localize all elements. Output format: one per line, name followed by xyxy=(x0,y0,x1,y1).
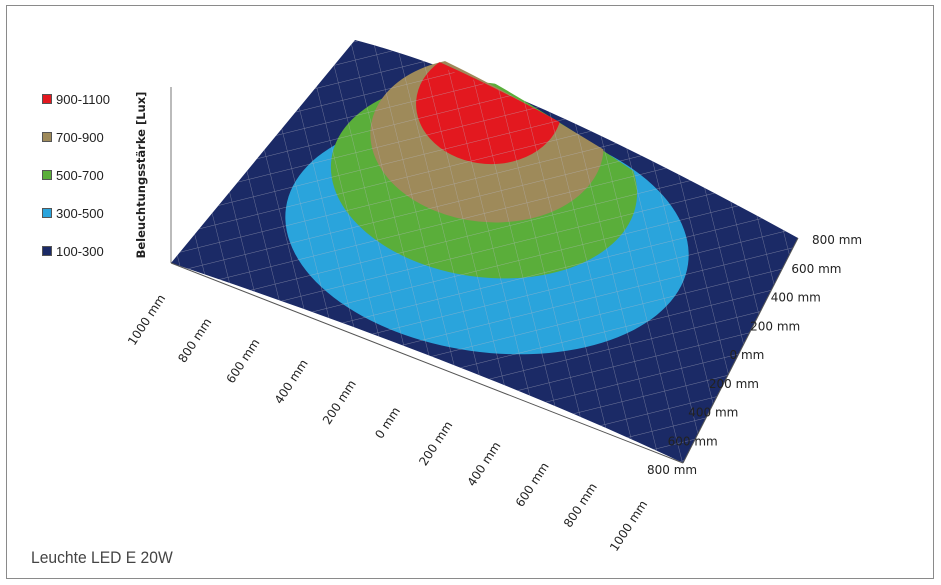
y-tick-label: 600 mm xyxy=(668,434,718,448)
legend-swatch xyxy=(42,94,52,104)
x-tick-label: 800 mm xyxy=(175,316,214,366)
legend-item: 500-700 xyxy=(42,167,110,183)
x-tick-label: 0 mm xyxy=(372,404,403,441)
y-tick-label: 400 mm xyxy=(688,406,738,420)
y-axis-line xyxy=(682,237,799,464)
y-tick-label: 400 mm xyxy=(771,291,821,305)
legend-item: 700-900 xyxy=(42,129,110,145)
x-tick-label: 200 mm xyxy=(416,419,455,469)
legend-item: 900-1100 xyxy=(42,91,110,107)
x-tick-label: 400 mm xyxy=(272,357,311,407)
legend-item: 300-500 xyxy=(42,205,110,221)
legend-label: 300-500 xyxy=(56,205,104,221)
y-tick-label: 600 mm xyxy=(791,262,841,276)
y-tick-label: 800 mm xyxy=(812,233,862,247)
legend-label: 500-700 xyxy=(56,167,104,183)
legend: 900-1100 700-900 500-700 300-500 100-300 xyxy=(42,92,110,282)
legend-label: 900-1100 xyxy=(56,91,110,107)
z-axis-label: Beleuchtungsstärke [Lux] xyxy=(134,91,148,259)
x-tick-label: 800 mm xyxy=(561,480,600,530)
y-tick-label: 0 mm xyxy=(730,348,765,362)
legend-swatch xyxy=(42,132,52,142)
x-tick-label: 1000 mm xyxy=(125,292,168,348)
x-tick-label: 200 mm xyxy=(320,377,359,427)
x-tick-label: 1000 mm xyxy=(607,498,650,554)
legend-item: 100-300 xyxy=(42,243,110,259)
y-tick-label: 800 mm xyxy=(647,463,697,477)
y-tick-label: 200 mm xyxy=(709,377,759,391)
x-tick-label: 600 mm xyxy=(513,460,552,510)
legend-label: 700-900 xyxy=(56,129,104,145)
y-tick-label: 200 mm xyxy=(750,319,800,333)
legend-swatch xyxy=(42,170,52,180)
x-tick-label: 600 mm xyxy=(224,336,263,386)
figure-caption: Leuchte LED E 20W xyxy=(31,548,173,567)
surface-mesh xyxy=(171,40,798,463)
x-tick-label: 400 mm xyxy=(465,439,504,489)
legend-label: 100-300 xyxy=(56,243,104,259)
legend-swatch xyxy=(42,208,52,218)
legend-swatch xyxy=(42,246,52,256)
x-axis-line xyxy=(170,262,684,464)
